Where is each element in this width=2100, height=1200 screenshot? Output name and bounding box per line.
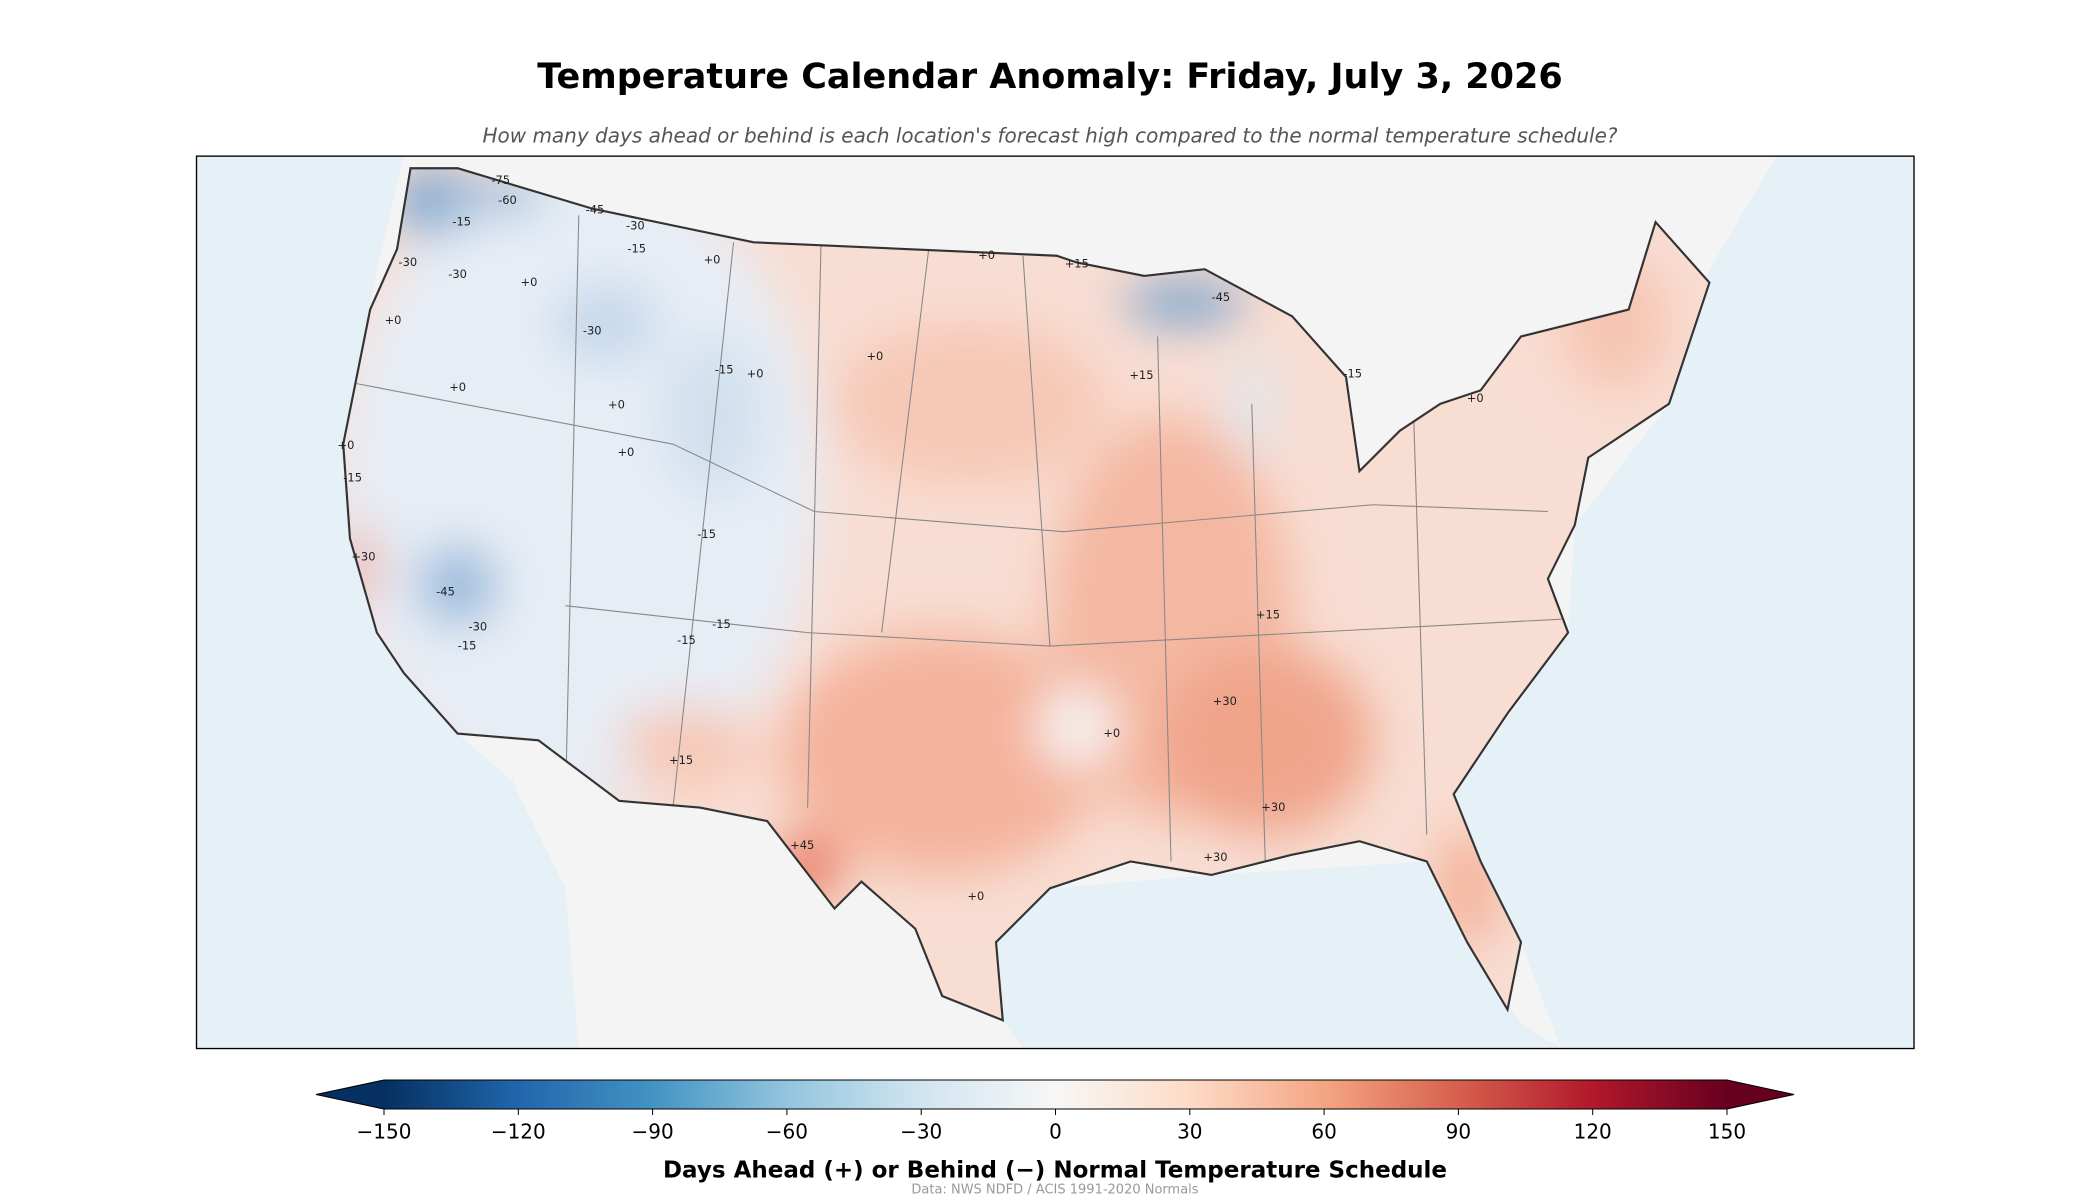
- contour-label: +30: [351, 550, 375, 564]
- contour-label: -30: [626, 219, 645, 233]
- colorbar-tick-label: 90: [1446, 1120, 1471, 1144]
- map: -75 -60 -15 -30 -30 +0 -45 -30 -15 +0 +0 -30 +0 +0 -15…: [195, 155, 1915, 1050]
- contour-label: -45: [1211, 290, 1230, 304]
- pacific-ocean: [196, 156, 579, 1049]
- title: Temperature Calendar Anomaly: Friday, Ju…: [537, 57, 1562, 97]
- source-note: Data: NWS NDFD / ACIS 1991-2020 Normals: [911, 1183, 1198, 1198]
- contour-label: +0: [617, 445, 634, 459]
- contour-label: +15: [1129, 368, 1153, 382]
- contour-label: -15: [712, 617, 731, 631]
- contour-label: +0: [449, 380, 466, 394]
- colorbar-tick-label: −30: [900, 1120, 942, 1144]
- colorbar-tick-label: −120: [491, 1120, 546, 1144]
- contour-label: -45: [586, 202, 605, 216]
- state-lines: [356, 215, 1562, 862]
- contour-label: +0: [978, 248, 995, 262]
- colorbar-tick-label: 120: [1574, 1120, 1612, 1144]
- contour-label: +45: [790, 838, 814, 852]
- contour-label: +15: [669, 753, 693, 767]
- gulf-of-california: [511, 767, 566, 1049]
- contour-label: -15: [343, 470, 362, 484]
- colorbar-extend-high: [1727, 1080, 1794, 1109]
- colorbar-label: Days Ahead (+) or Behind (−) Normal Temp…: [663, 1158, 1447, 1184]
- contour-label: -30: [583, 324, 602, 338]
- colorbar-tick-label: 60: [1311, 1120, 1336, 1144]
- contour-label: -30: [468, 620, 487, 634]
- colorbar-tick-label: −60: [766, 1120, 808, 1144]
- contour-label: +0: [747, 367, 764, 381]
- contour-label: -45: [436, 585, 455, 599]
- contour-label: -15: [697, 527, 716, 541]
- gulf-of-mexico: [982, 861, 1562, 1049]
- colorbar-tick-label: −150: [357, 1120, 412, 1144]
- colorbar-tick-label: 0: [1049, 1120, 1062, 1144]
- contour-label: -30: [398, 255, 417, 269]
- contour-label: -15: [677, 633, 696, 647]
- contour-label: +0: [337, 438, 354, 452]
- contour-label: +0: [967, 889, 984, 903]
- contour-label: -15: [715, 363, 734, 377]
- contour-label: -15: [1343, 367, 1362, 381]
- colorbar-extend-low: [316, 1080, 384, 1109]
- colorbar-tick-label: 30: [1177, 1120, 1202, 1144]
- atlantic-ocean: [1453, 156, 1915, 1049]
- contour-label: -60: [498, 193, 517, 207]
- contour-label: +0: [1467, 391, 1484, 405]
- contour-label: +0: [521, 275, 538, 289]
- colorbar: −150 −120 −90 −60 −30 0 30 60 90 120 150: [315, 1079, 1795, 1144]
- contour-label: +0: [608, 398, 625, 412]
- colorbar-tick-label: 150: [1708, 1120, 1746, 1144]
- contour-label: +30: [1261, 800, 1285, 814]
- map-frame: [195, 155, 1915, 1050]
- contour-label: +15: [1065, 256, 1089, 270]
- colorbar-tick-label: −90: [631, 1120, 673, 1144]
- subtitle: How many days ahead or behind is each lo…: [482, 124, 1617, 148]
- colorbar-gradient: [384, 1080, 1727, 1109]
- contour-label: -15: [452, 215, 471, 229]
- contour-label: +30: [1203, 850, 1227, 864]
- contour-label: +0: [385, 313, 402, 327]
- contour-label: +15: [1256, 608, 1280, 622]
- contour-label: +0: [704, 252, 721, 266]
- contour-label: -75: [491, 173, 510, 187]
- contour-label: -30: [448, 267, 467, 281]
- contour-label: +30: [1213, 694, 1237, 708]
- contour-label: -15: [458, 639, 477, 653]
- contour-label: -15: [627, 242, 646, 256]
- contour-label: +0: [866, 349, 883, 363]
- contour-label: +0: [1103, 726, 1120, 740]
